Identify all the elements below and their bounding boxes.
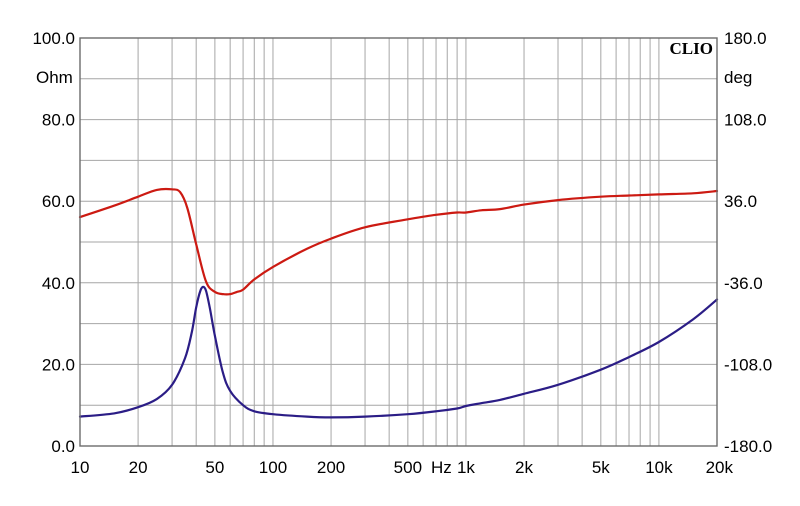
y-left-tick-label: 100.0 (32, 29, 75, 48)
clio-brand-label: CLIO (670, 39, 713, 58)
x-tick-label: 10k (645, 458, 673, 477)
x-axis-ticks: 10 20 50 100 200 500 1k 2k 5k 10k 20k (71, 458, 734, 477)
x-tick-label: 10 (71, 458, 90, 477)
phase-line (78, 187, 719, 296)
x-tick-label: 200 (317, 458, 345, 477)
y-axis-right-unit-label: deg (724, 68, 752, 87)
y-right-tick-label: 108.0 (724, 111, 767, 130)
x-tick-label: 20k (706, 458, 734, 477)
y-right-tick-label: 36.0 (724, 192, 757, 211)
x-axis-unit-label: Hz (431, 458, 452, 477)
x-tick-label: 20 (129, 458, 148, 477)
plot-frame (79, 37, 718, 447)
y-axis-left-ticks: 100.0 80.0 60.0 40.0 20.0 0.0 (32, 29, 75, 456)
y-right-tick-label: -180.0 (724, 437, 772, 456)
y-right-tick-label: -108.0 (724, 355, 772, 374)
y-left-tick-label: 20.0 (42, 355, 75, 374)
x-tick-label: 1k (457, 458, 475, 477)
y-right-tick-label: 180.0 (724, 29, 767, 48)
y-right-tick-label: -36.0 (724, 274, 763, 293)
data-series (78, 187, 719, 419)
x-tick-label: 500 (394, 458, 422, 477)
x-tick-label: 100 (259, 458, 287, 477)
y-left-tick-label: 40.0 (42, 274, 75, 293)
x-tick-label: 2k (515, 458, 533, 477)
x-tick-label: 5k (592, 458, 610, 477)
y-left-tick-label: 0.0 (51, 437, 75, 456)
y-left-tick-label: 80.0 (42, 111, 75, 130)
y-left-tick-label: 60.0 (42, 192, 75, 211)
x-tick-label: 50 (205, 458, 224, 477)
impedance-line (78, 285, 719, 419)
y-axis-left-unit-label: Ohm (36, 68, 73, 87)
y-axis-right-ticks: 180.0 108.0 36.0 -36.0 -108.0 -180.0 (724, 29, 772, 456)
